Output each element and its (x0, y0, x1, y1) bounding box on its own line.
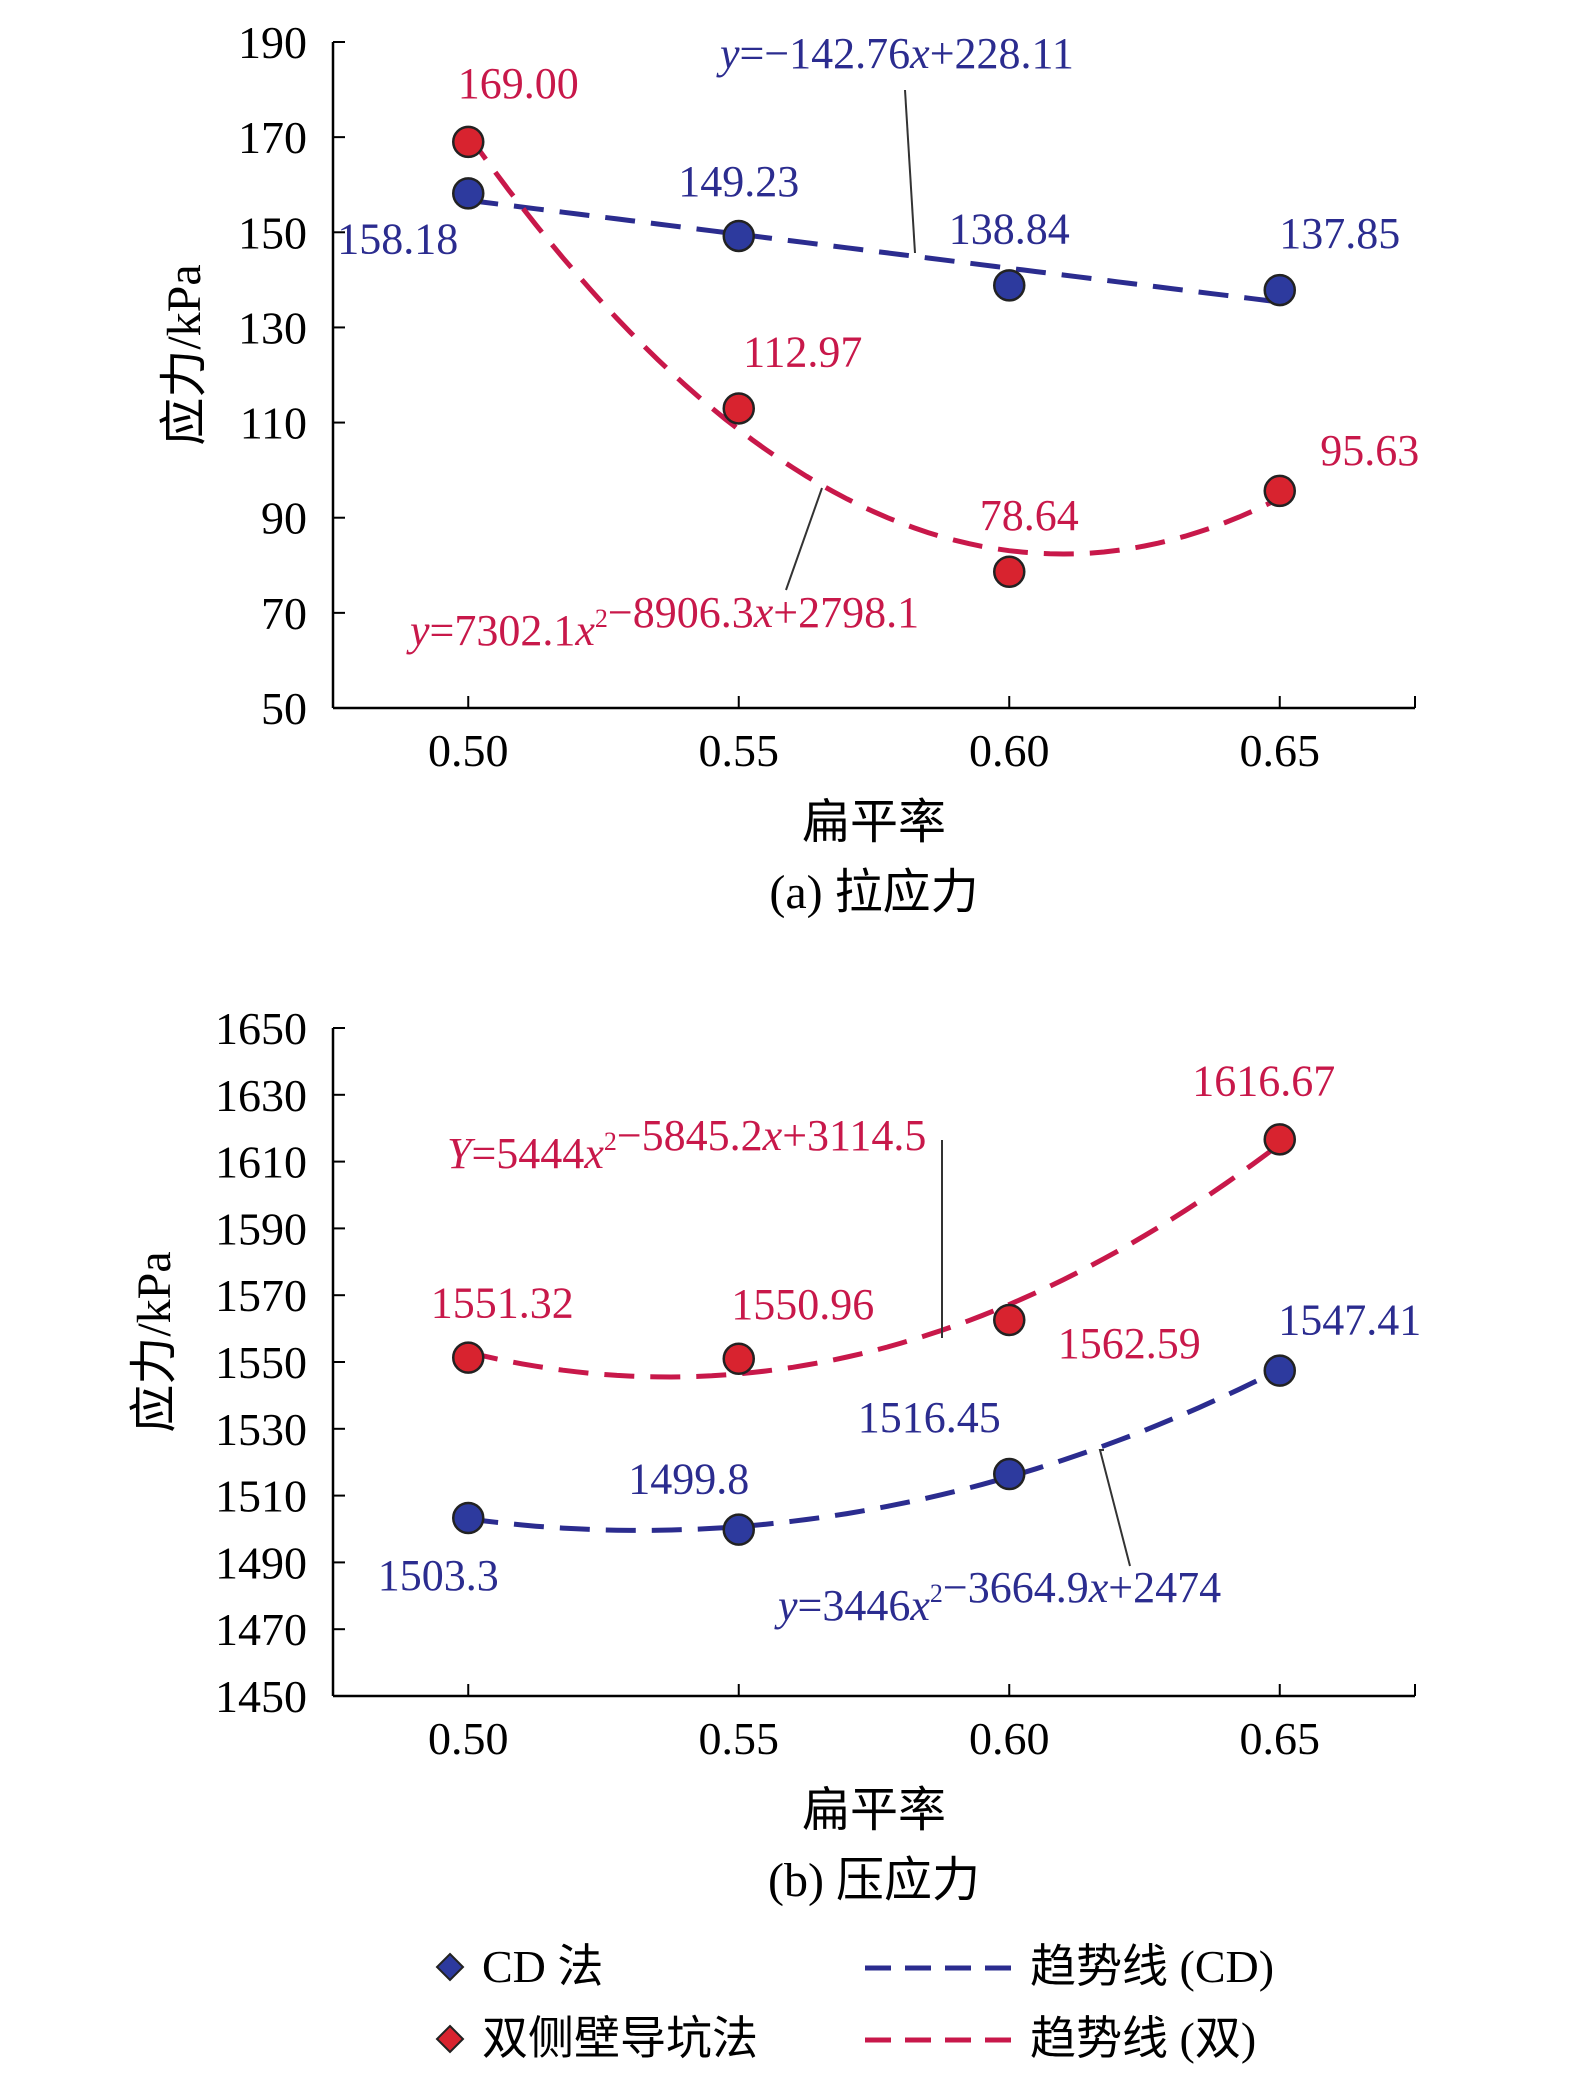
data-point-double (722, 1342, 755, 1376)
y-tick-label: 50 (261, 683, 307, 734)
data-point-double (993, 555, 1026, 589)
data-label-double: 78.64 (980, 491, 1079, 540)
panel-b-compressive-stress: 1450 1470 1490 1510 1530 1550 1570 1590 1610 1630… (128, 1003, 1421, 1907)
data-point-double (452, 1341, 485, 1374)
data-point-cd (993, 269, 1026, 302)
data-point-cd (722, 219, 755, 253)
legend-label: CD 法 (482, 1941, 603, 1992)
y-tick-label: 1590 (215, 1203, 307, 1254)
trend-equation-double: Y=5444x2−5845.2x+3114.5 (447, 1111, 926, 1178)
data-label-double: 112.97 (743, 327, 862, 376)
data-point-cd (722, 1513, 755, 1546)
y-tick-label: 150 (238, 207, 307, 258)
legend-marker-double (435, 2024, 465, 2054)
x-tick-label: 0.60 (969, 725, 1050, 776)
y-tick-label: 1630 (215, 1070, 307, 1121)
data-point-double (1263, 1123, 1296, 1156)
data-label-double: 169.00 (458, 59, 579, 108)
y-tick-label: 1510 (215, 1471, 307, 1522)
data-point-cd (1263, 273, 1296, 307)
panel-a-tensile-stress: 50 70 90 110 130 150 170 190 0.50 0.55 0.60 0.65 扁平率… (158, 17, 1419, 919)
legend-label: 趋势线 (CD) (1030, 1941, 1274, 1992)
data-label-double: 1550.96 (731, 1280, 874, 1329)
trend-equation-cd: y=−142.76x+228.11 (716, 29, 1074, 78)
data-point-double (722, 392, 755, 425)
y-tick-label: 1530 (215, 1404, 307, 1455)
data-label-double: 1616.67 (1192, 1056, 1335, 1105)
x-tick-label: 0.60 (969, 1713, 1050, 1764)
equation-leader-line (785, 487, 823, 591)
data-point-cd (452, 177, 485, 210)
panel-caption: (a) 拉应力 (769, 866, 978, 919)
data-label-cd: 1499.8 (628, 1455, 749, 1504)
data-label-double: 1551.32 (431, 1279, 574, 1328)
x-tick-label: 0.55 (699, 725, 780, 776)
x-axis-label: 扁平率 (802, 1784, 946, 1837)
data-point-double (993, 1303, 1026, 1337)
data-label-double: 95.63 (1320, 426, 1419, 475)
data-point-cd (452, 1501, 485, 1535)
y-tick-label: 1470 (215, 1604, 307, 1655)
legend-label: 双侧壁导坑法 (482, 2013, 758, 2064)
data-point-cd (993, 1457, 1026, 1491)
equation-leader-line (904, 89, 916, 254)
data-point-double (452, 125, 485, 159)
x-tick-label: 0.65 (1240, 1713, 1321, 1764)
y-tick-label: 1490 (215, 1537, 307, 1588)
trend-equation-cd: y=3446x2−3664.9x+2474 (774, 1563, 1221, 1630)
x-axis-label: 扁平率 (802, 796, 946, 849)
legend: CD 法 趋势线 (CD) 双侧壁导坑法 趋势线 (双) (435, 1941, 1274, 2064)
x-tick-label: 0.65 (1240, 725, 1321, 776)
y-tick-label: 1450 (215, 1671, 307, 1722)
y-tick-label: 70 (261, 588, 307, 639)
y-tick-label: 1610 (215, 1137, 307, 1188)
data-label-cd: 1547.41 (1278, 1296, 1421, 1345)
legend-marker-cd (435, 1952, 465, 1982)
x-tick-label: 0.55 (699, 1713, 780, 1764)
data-label-cd: 1516.45 (858, 1393, 1001, 1442)
x-tick-label: 0.50 (428, 725, 509, 776)
trend-line-double (467, 1142, 1282, 1380)
data-label-cd: 137.85 (1279, 209, 1400, 258)
y-tick-label: 190 (238, 17, 307, 68)
y-tick-label: 1570 (215, 1270, 307, 1321)
equation-leader-line (1098, 1449, 1131, 1567)
y-tick-label: 90 (261, 493, 307, 544)
legend-label: 趋势线 (双) (1030, 2013, 1256, 2064)
data-label-double: 1562.59 (1058, 1319, 1201, 1368)
panel-caption: (b) 压应力 (768, 1854, 980, 1907)
y-tick-label: 130 (238, 302, 307, 353)
data-label-cd: 138.84 (949, 204, 1070, 253)
y-tick-label: 1650 (215, 1003, 307, 1054)
y-tick-label: 1550 (215, 1337, 307, 1388)
trend-line-double (466, 133, 1281, 557)
trend-equation-double: y=7302.1x2−8906.3x+2798.1 (406, 588, 919, 655)
data-label-cd: 149.23 (678, 157, 799, 206)
data-label-cd: 158.18 (337, 214, 458, 263)
y-tick-label: 110 (240, 398, 307, 449)
y-axis-label: 应力/kPa (128, 1251, 181, 1432)
data-point-double (1263, 474, 1296, 508)
y-tick-label: 170 (238, 112, 307, 163)
data-point-cd (1263, 1354, 1296, 1387)
x-tick-label: 0.50 (428, 1713, 509, 1764)
data-label-cd: 1503.3 (378, 1551, 499, 1600)
y-axis-label: 应力/kPa (158, 264, 211, 445)
